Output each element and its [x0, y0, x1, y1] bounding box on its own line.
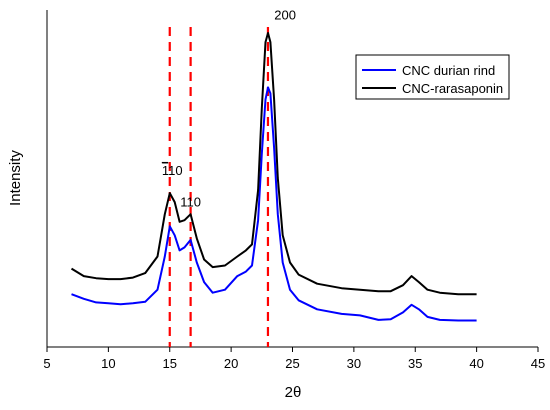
x-tick-label: 30 — [347, 356, 361, 371]
legend-label-durian: CNC durian rind — [402, 63, 495, 78]
series-line-1 — [70, 32, 477, 296]
x-tick-label: 5 — [43, 356, 50, 371]
x-tick-label: 40 — [469, 356, 483, 371]
y-axis-title: Intensity — [7, 150, 24, 206]
peak-annotations: 110 110 200 — [162, 7, 296, 209]
x-tick-label: 45 — [531, 356, 545, 371]
peak-label: 110 — [180, 195, 201, 210]
x-tick-label: 10 — [101, 356, 115, 371]
peak-label: 200 — [274, 7, 296, 22]
x-ticks: 5 10 15 20 25 30 35 40 45 — [43, 347, 545, 371]
series-line-0 — [71, 86, 477, 322]
series-layer — [70, 32, 477, 322]
legend-label-rarasaponin: CNC-rarasaponin — [402, 81, 503, 96]
x-tick-label: 15 — [163, 356, 177, 371]
x-tick-label: 25 — [285, 356, 299, 371]
peak-label: 110 — [162, 163, 183, 178]
legend: CNC durian rind CNC-rarasaponin — [355, 54, 510, 100]
x-axis-title: 2θ — [285, 384, 302, 401]
x-tick-label: 35 — [408, 356, 422, 371]
reference-lines — [168, 26, 270, 347]
legend-box — [355, 54, 510, 100]
x-tick-label: 20 — [224, 356, 238, 371]
